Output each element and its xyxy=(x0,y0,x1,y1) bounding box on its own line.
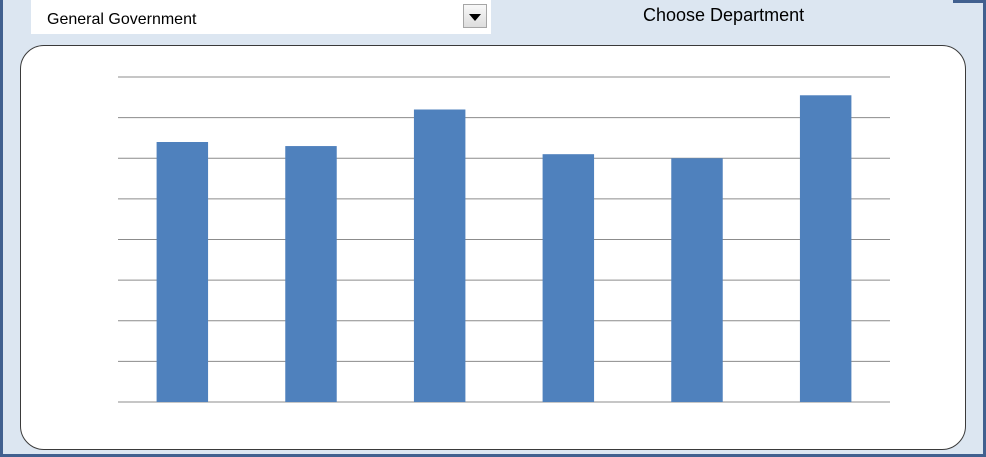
bar-chart xyxy=(118,76,890,403)
bar-1 xyxy=(156,142,209,402)
choose-department-label: Choose Department xyxy=(643,5,805,25)
bar-6 xyxy=(799,95,852,402)
bar-3 xyxy=(413,109,466,402)
frame-corner-tab xyxy=(953,0,983,3)
bar-4 xyxy=(542,154,595,402)
department-dropdown[interactable]: General Government xyxy=(31,0,491,34)
triangle-down-icon xyxy=(469,13,481,21)
bar-5 xyxy=(671,158,723,402)
dropdown-arrow-button[interactable] xyxy=(463,4,487,28)
chart-panel xyxy=(20,45,966,450)
department-dropdown-value: General Government xyxy=(47,11,197,28)
bar-2 xyxy=(285,146,337,402)
